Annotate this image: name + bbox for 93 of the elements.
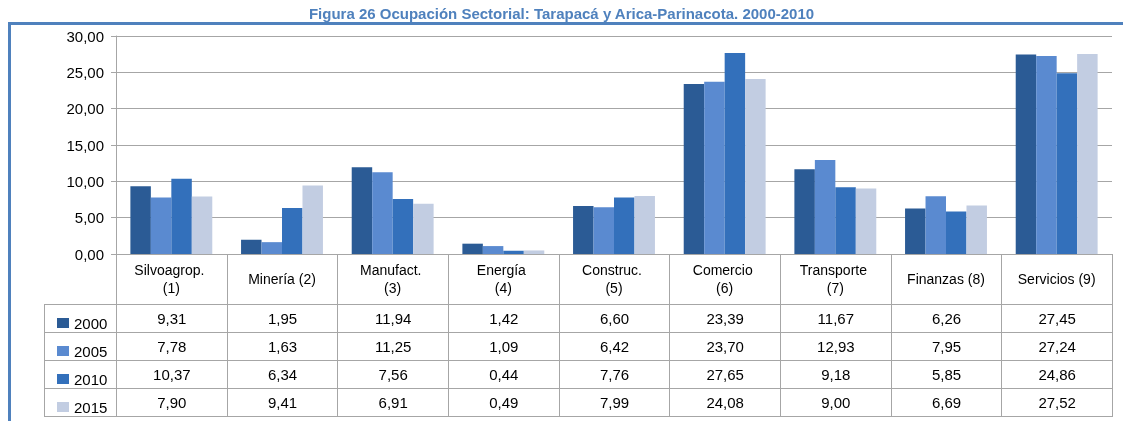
legend-label: 2005	[74, 342, 108, 360]
bar	[704, 81, 725, 254]
data-label: 23,70	[669, 332, 781, 361]
x-tick-label: Finanzas (8)	[907, 271, 985, 287]
data-label: 9,00	[780, 388, 892, 417]
data-label: 27,45	[1001, 304, 1113, 333]
data-label: 1,42	[448, 304, 560, 333]
bar	[130, 186, 151, 254]
bar	[1015, 54, 1037, 254]
data-label: 6,69	[890, 388, 1003, 417]
bar	[372, 172, 393, 254]
data-label: 9,31	[116, 304, 228, 333]
data-label: 1,95	[226, 304, 339, 333]
x-tick-label: Silvoagrop. (1)	[134, 262, 209, 296]
legend-label: 2015	[74, 398, 108, 416]
data-label: 10,37	[116, 360, 228, 389]
data-label: 11,25	[337, 332, 449, 361]
bar	[462, 243, 483, 254]
y-tick-label: 20,00	[66, 100, 104, 118]
bar	[282, 207, 303, 254]
data-label: 24,08	[669, 388, 781, 417]
data-label: 6,91	[337, 388, 449, 417]
bar	[745, 79, 766, 254]
data-label: 6,34	[226, 360, 339, 389]
bar	[614, 197, 635, 254]
data-label: 7,76	[558, 360, 671, 389]
bar	[814, 160, 836, 254]
data-label: 6,42	[558, 332, 671, 361]
y-tick-label: 10,00	[66, 172, 104, 190]
y-tick-label: 25,00	[66, 63, 104, 81]
data-label: 27,24	[1001, 332, 1113, 361]
bar	[794, 169, 815, 254]
data-label: 6,26	[890, 304, 1003, 333]
y-tick-label: 15,00	[66, 136, 104, 154]
data-label: 7,78	[116, 332, 228, 361]
bar	[482, 246, 504, 254]
data-label: 9,41	[226, 388, 339, 417]
bar	[925, 196, 946, 254]
x-tick-label: Servicios (9)	[1017, 271, 1096, 287]
data-label: 1,63	[226, 332, 339, 361]
bar	[835, 187, 856, 254]
data-label: 12,93	[780, 332, 892, 361]
bar	[171, 178, 192, 254]
data-label: 0,49	[448, 388, 560, 417]
bar	[573, 206, 594, 254]
x-tick-label: Construc. (5)	[582, 262, 646, 296]
bar	[241, 239, 262, 254]
data-label: 11,94	[337, 304, 449, 333]
bar	[261, 242, 282, 254]
y-tick-label: 0,00	[74, 245, 104, 263]
bar	[523, 250, 545, 254]
bar	[634, 195, 655, 254]
bar	[1036, 56, 1057, 254]
data-label: 23,39	[669, 304, 781, 333]
x-tick-label: Comercio (6)	[692, 262, 757, 296]
data-label: 1,09	[448, 332, 560, 361]
bar	[683, 84, 705, 254]
data-label: 7,56	[337, 360, 449, 389]
bar	[1077, 54, 1098, 254]
data-label: 5,85	[890, 360, 1003, 389]
legend-label: 2010	[74, 370, 108, 388]
x-tick-label: Transporte (7)	[799, 262, 871, 296]
data-label: 7,95	[890, 332, 1003, 361]
x-tick-label: Minería (2)	[248, 271, 316, 287]
bar	[855, 188, 877, 254]
y-tick-label: 30,00	[66, 27, 104, 45]
data-label: 7,90	[116, 388, 228, 417]
bar	[1056, 73, 1078, 254]
bar	[946, 211, 967, 254]
data-label: 27,65	[669, 360, 781, 389]
bar	[413, 203, 434, 254]
data-label: 11,67	[780, 304, 892, 333]
bar	[351, 167, 373, 254]
bar	[191, 196, 213, 254]
y-tick-label: 5,00	[74, 209, 104, 227]
bar	[150, 197, 172, 254]
x-tick-label: Manufact. (3)	[359, 262, 426, 296]
bar	[724, 53, 746, 254]
bar	[503, 250, 524, 254]
data-label: 27,52	[1001, 388, 1113, 417]
bar	[905, 208, 926, 254]
chart-title: Figura 26 Ocupación Sectorial: Tarapacá y Arica-Parinacota. 2000-2010	[308, 5, 815, 22]
x-tick-label: Energía (4)	[476, 262, 530, 296]
data-label: 6,60	[558, 304, 671, 333]
data-label: 9,18	[780, 360, 892, 389]
bar	[302, 185, 323, 254]
legend-label: 2000	[74, 314, 108, 332]
bar	[966, 205, 987, 254]
data-label: 7,99	[558, 388, 671, 417]
data-label: 24,86	[1001, 360, 1113, 389]
bar	[593, 207, 614, 254]
bar	[392, 199, 414, 254]
data-label: 0,44	[448, 360, 560, 389]
